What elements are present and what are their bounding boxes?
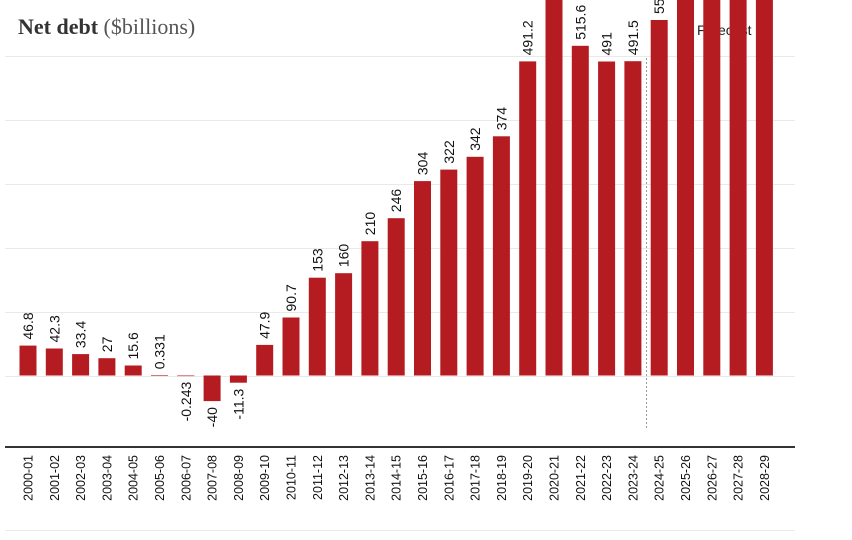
bar <box>177 375 195 377</box>
x-tick-label: 2025-26 <box>679 455 693 501</box>
x-tick-label: 2014-15 <box>390 455 404 501</box>
x-tick-label: 2017-18 <box>469 455 483 501</box>
bar <box>598 61 616 376</box>
data-label: -40 <box>204 407 220 427</box>
bar <box>151 375 168 376</box>
bar <box>72 354 90 376</box>
data-label: 46.8 <box>20 312 36 339</box>
bars <box>19 0 773 402</box>
data-label: 210 <box>362 212 378 236</box>
x-tick-label: 2001-02 <box>48 455 62 501</box>
bar <box>229 375 247 383</box>
x-tick-label: 2012-13 <box>337 455 351 501</box>
x-tick-label: 2004-05 <box>127 455 141 501</box>
bar <box>45 348 63 376</box>
x-tick-label: 2024-25 <box>653 455 667 501</box>
x-tick-label: 2009-10 <box>258 455 272 501</box>
data-label: 491.2 <box>520 20 536 55</box>
bar <box>624 61 642 376</box>
data-label: 322 <box>441 140 457 164</box>
data-label: 15.6 <box>125 332 141 359</box>
data-label: 304 <box>415 152 431 176</box>
bar <box>571 45 589 376</box>
x-tick-label: 2028-29 <box>758 455 772 501</box>
bar <box>650 20 668 376</box>
bar <box>677 0 694 376</box>
data-label: 515.6 <box>572 5 588 40</box>
bar <box>440 169 458 376</box>
bar <box>466 156 484 376</box>
x-tick-labels: 2000-01 2001-02 2002-03 2003-04 2004-05 2005-… <box>22 455 772 501</box>
data-label: 246 <box>388 189 404 213</box>
data-label: 160 <box>336 244 352 268</box>
chart-title-main: Net debt <box>18 14 99 39</box>
bar <box>308 277 326 376</box>
data-label: 374 <box>493 107 509 131</box>
bar <box>19 345 37 376</box>
x-tick-label: 2026-27 <box>705 455 719 501</box>
x-tick-label: 2002-03 <box>74 455 88 501</box>
x-tick-label: 2003-04 <box>100 455 114 501</box>
bar <box>203 375 221 402</box>
data-label: 556 <box>651 0 667 14</box>
bar <box>256 344 274 376</box>
data-label: 491 <box>599 32 615 56</box>
chart-title-unit: ($billions) <box>103 14 196 39</box>
bar <box>335 273 353 376</box>
x-tick-label: 2005-06 <box>153 455 167 501</box>
bar <box>703 0 721 376</box>
data-label: 27 <box>99 336 115 352</box>
data-label: 47.9 <box>257 311 273 338</box>
x-tick-label: 2013-14 <box>363 455 377 501</box>
x-tick-label: 2007-08 <box>206 455 220 501</box>
bar <box>361 241 379 376</box>
x-tick-label: 2015-16 <box>416 455 430 501</box>
data-label: 153 <box>309 248 325 272</box>
data-label: 90.7 <box>283 284 299 311</box>
x-tick-label: 2027-28 <box>732 455 746 501</box>
chart-title: Net debt ($billions) <box>18 14 195 40</box>
x-tick-label: 2021-22 <box>574 455 588 501</box>
bar <box>545 0 563 376</box>
bar <box>729 0 747 376</box>
x-tick-label: 2008-09 <box>232 455 246 501</box>
data-label: -0.243 <box>178 381 194 421</box>
x-tick-label: 2020-21 <box>548 455 562 501</box>
bar <box>492 136 510 376</box>
data-label: -11.3 <box>230 388 246 419</box>
bar <box>124 365 142 376</box>
x-tick-label: 2006-07 <box>179 455 193 501</box>
x-tick-label: 2019-20 <box>521 455 535 501</box>
data-label: 0.331 <box>152 334 168 369</box>
value-labels: 46.8 42.3 33.4 27 15.6 0.331 -0.243 -40 -11.3 47.… <box>20 0 667 427</box>
bar <box>519 61 537 376</box>
data-label: 491.5 <box>625 20 641 55</box>
bar <box>414 181 431 376</box>
data-label: 342 <box>467 127 483 151</box>
x-tick-label: 2016-17 <box>442 455 456 501</box>
bar <box>387 218 405 376</box>
x-tick-label: 2011-12 <box>311 455 325 500</box>
data-label: 42.3 <box>46 315 62 342</box>
x-tick-label: 2023-24 <box>626 455 640 501</box>
x-tick-label: 2018-19 <box>495 455 509 501</box>
bar <box>755 0 773 376</box>
bar <box>98 358 116 376</box>
x-tick-label: 2022-23 <box>600 455 614 501</box>
x-tick-label: 2000-01 <box>22 455 36 501</box>
x-tick-label: 2010-11 <box>285 455 299 500</box>
data-label: 33.4 <box>73 321 89 348</box>
bar <box>282 317 300 376</box>
